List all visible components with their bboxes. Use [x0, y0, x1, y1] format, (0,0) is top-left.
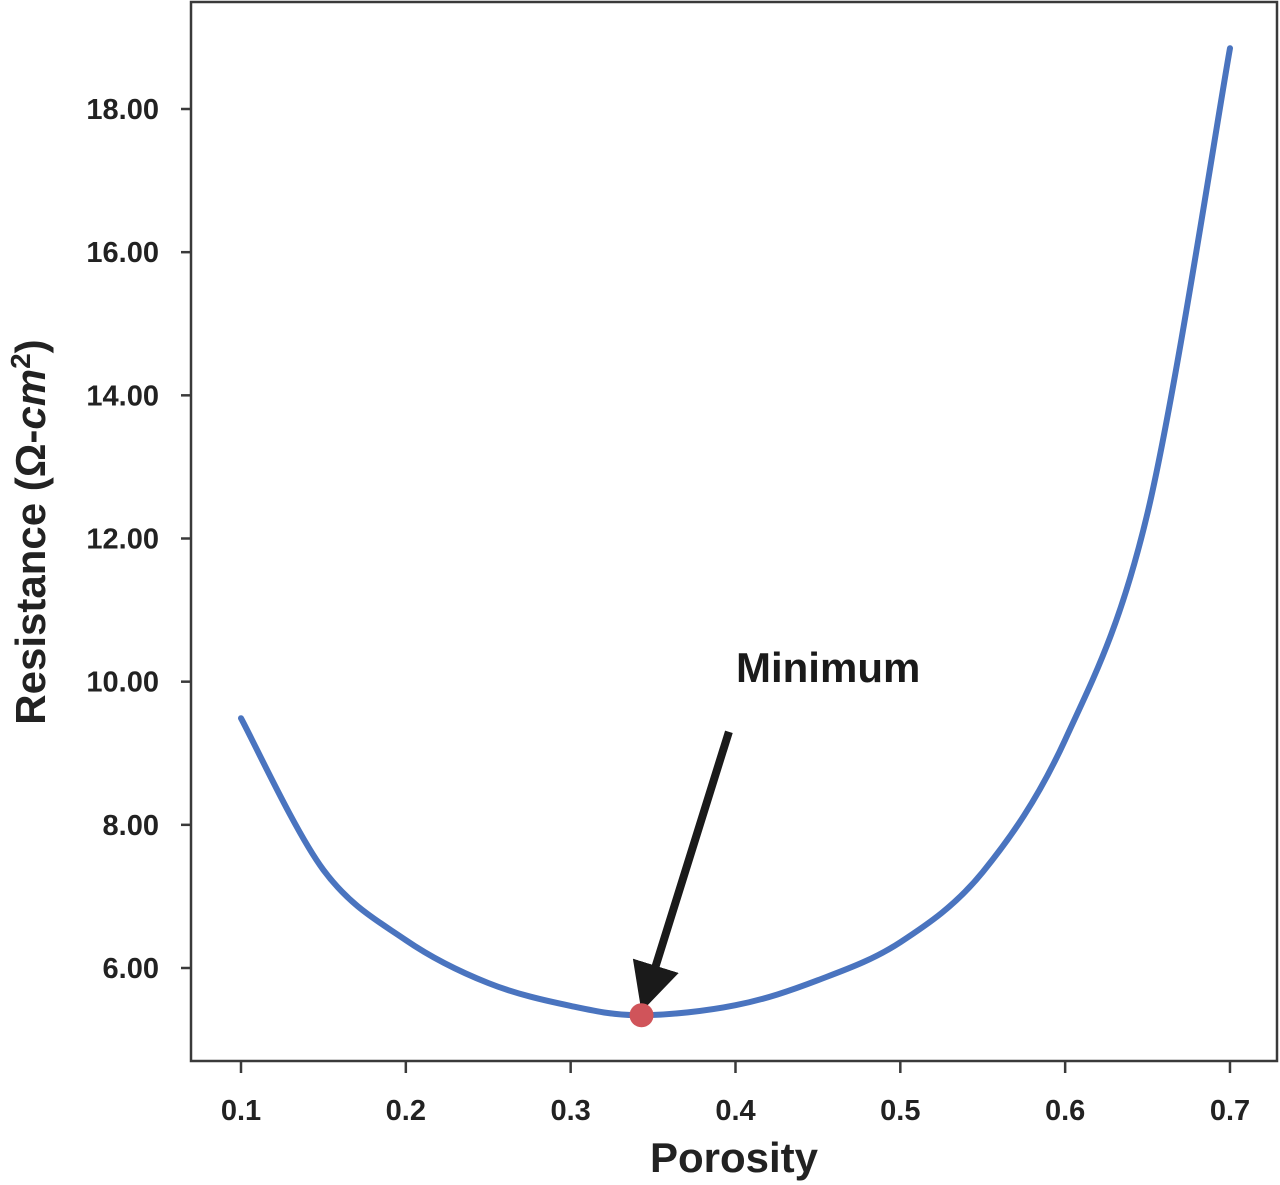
y-axis-title: Resistance (Ω-cm2): [5, 339, 55, 724]
y-axis-title-prefix: Resistance (Ω-: [7, 430, 54, 725]
x-tick-label: 0.4: [715, 1095, 755, 1127]
x-axis-ticks: 0.1 0.2 0.3 0.4 0.5 0.6 0.7: [221, 1061, 1250, 1127]
x-tick-label: 0.1: [221, 1095, 261, 1127]
x-tick-label: 0.6: [1045, 1095, 1085, 1127]
y-axis-title-unit: cm: [7, 369, 54, 430]
y-tick-label: 14.00: [86, 380, 159, 412]
y-tick-label: 18.00: [86, 94, 159, 126]
y-axis-title-suffix: ): [7, 339, 54, 353]
minimum-annotation-label: Minimum: [736, 644, 920, 691]
plot-frame: [189, 0, 1279, 1063]
y-tick-label: 16.00: [86, 237, 159, 269]
x-tick-label: 0.3: [550, 1095, 590, 1127]
y-tick-label: 8.00: [103, 810, 159, 842]
minimum-arrow: [632, 730, 733, 1012]
x-tick-label: 0.7: [1210, 1095, 1250, 1127]
minimum-point-marker: [629, 1003, 654, 1028]
y-tick-label: 6.00: [103, 953, 159, 985]
x-axis-title: Porosity: [650, 1134, 819, 1181]
x-tick-label: 0.2: [386, 1095, 426, 1127]
y-tick-label: 10.00: [86, 667, 159, 699]
x-tick-label: 0.5: [880, 1095, 920, 1127]
resistance-curve: [238, 45, 1233, 1019]
y-axis-ticks: 6.00 8.00 10.00 12.00 14.00 16.00 18.00: [86, 94, 191, 985]
y-tick-label: 12.00: [86, 524, 159, 556]
y-axis-title-superscript: 2: [5, 353, 36, 369]
